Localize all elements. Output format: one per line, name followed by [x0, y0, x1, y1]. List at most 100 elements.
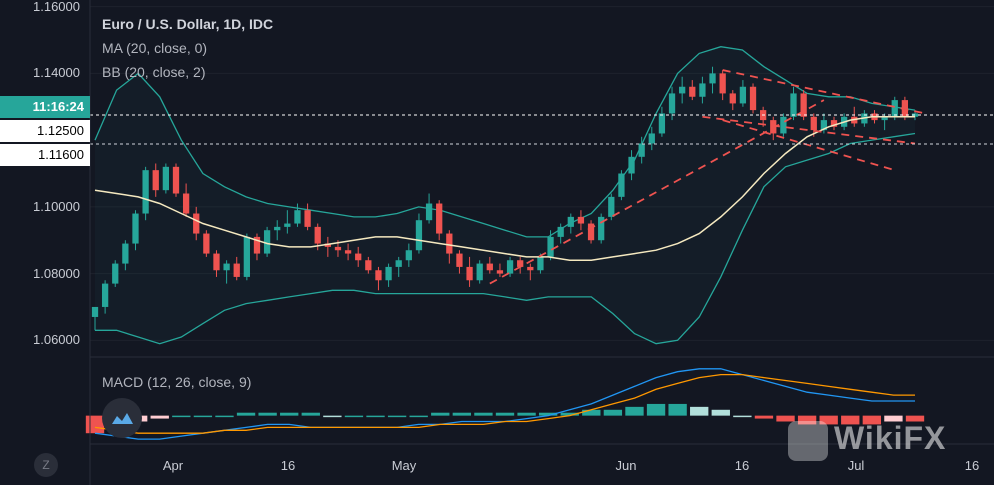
macd-histogram-bar [323, 415, 342, 418]
candle-body [881, 116, 888, 121]
macd-histogram-bar [409, 415, 428, 418]
candle-body [142, 170, 149, 214]
moving-average-line [94, 116, 915, 261]
time-tick-label: 16 [964, 458, 980, 473]
price-tick-label: 1.16000 [33, 0, 80, 14]
candle-body [355, 253, 362, 261]
time-tick-label: Jun [615, 458, 637, 473]
candle-body [729, 93, 736, 104]
candle-body [739, 86, 747, 104]
candle-body [709, 73, 716, 84]
candle-body [587, 223, 595, 241]
macd-histogram-bar [582, 409, 601, 416]
trendline [702, 115, 916, 145]
candle-body [891, 100, 898, 117]
symbol-title[interactable]: Euro / U.S. Dollar, 1D, IDC [102, 16, 274, 32]
macd-histogram-bar [884, 415, 903, 422]
macd-histogram-bar [690, 406, 709, 416]
trendline [722, 119, 896, 172]
price-tick-label: 1.06000 [33, 332, 80, 348]
candle-body [638, 143, 645, 157]
trendlines[interactable] [489, 69, 926, 285]
candle-body [618, 173, 625, 197]
candle-body [537, 256, 544, 271]
macd-histogram-bar [387, 415, 407, 418]
candle-body [770, 120, 777, 134]
macd-histogram-bar [646, 403, 666, 416]
candle-body [456, 253, 463, 267]
bb-fill [95, 46, 915, 344]
candle-body [122, 243, 129, 264]
candle-body [476, 263, 483, 281]
macd-histogram-bar [280, 412, 299, 416]
trendline [722, 69, 926, 115]
candle-body [324, 243, 331, 247]
macd-histogram-bar [733, 415, 752, 418]
signal-line [94, 373, 915, 434]
candle-body [395, 260, 402, 267]
grid [90, 6, 994, 341]
candle-body [365, 260, 372, 271]
candle-body [314, 226, 321, 244]
wikifx-watermark: WikiFX [788, 420, 946, 461]
candle-body [598, 216, 605, 241]
cloud-icon [112, 413, 133, 424]
candle-body [790, 93, 797, 117]
candle-body [567, 216, 574, 227]
price-tick-label: 1.14000 [33, 65, 80, 81]
macd-histogram-bar [172, 415, 191, 418]
candle-body [243, 236, 250, 277]
candle-body [577, 216, 585, 224]
macd-histogram-bar [474, 412, 493, 416]
bb-lower-line [95, 132, 916, 345]
candle-body [496, 270, 504, 274]
candle-body [719, 73, 726, 94]
candle-body [699, 83, 706, 97]
candle-body [182, 193, 190, 214]
candle-body [223, 263, 230, 271]
macd-histogram-bar [452, 412, 472, 416]
candle-body [344, 250, 352, 254]
horizontal-levels[interactable] [90, 114, 994, 145]
candle-body [415, 220, 423, 251]
macd-histogram-bar [905, 415, 925, 422]
candle-body [263, 230, 271, 254]
candle-body [658, 113, 666, 134]
wikifx-text: WikiFX [834, 420, 947, 456]
candle-body [679, 86, 686, 94]
macd-histogram-bar [301, 412, 320, 416]
macd-histogram-bar [754, 415, 774, 419]
macd-histogram-bar [560, 412, 579, 416]
macd-legend[interactable]: MACD (12, 26, close, 9) [102, 374, 252, 390]
candle-body [628, 156, 635, 174]
macd-histogram-bar [236, 412, 256, 416]
bb-legend[interactable]: BB (20, close, 2) [102, 64, 206, 80]
hide-indicators-button[interactable] [102, 398, 142, 438]
candle-body [800, 93, 807, 117]
time-tick-label: 16 [734, 458, 750, 473]
candle-body [425, 203, 433, 221]
candle-body [608, 196, 615, 217]
candle-body [749, 86, 757, 111]
macd-histogram-bar [625, 406, 644, 416]
candle-body [436, 203, 443, 234]
macd-histogram-bar [366, 415, 385, 418]
candle-body [375, 270, 382, 281]
candle-body [112, 263, 119, 284]
candle-body [517, 260, 524, 267]
bb-upper-line [94, 46, 916, 238]
candle-body [213, 253, 220, 271]
candle-body [253, 236, 261, 254]
candle-body [284, 223, 291, 227]
candle-body [557, 226, 564, 237]
ma-legend[interactable]: MA (20, close, 0) [102, 40, 208, 56]
macd-histogram-bar [776, 415, 795, 422]
macd-histogram-bar [215, 415, 234, 418]
candle-body [405, 250, 412, 261]
macd-histogram-bar [258, 412, 277, 416]
zoom-reset-button[interactable]: Z [34, 453, 58, 477]
candle-body [304, 210, 311, 227]
level-tag-upper: 1.12500 [0, 120, 90, 142]
macd-histogram-bar [668, 403, 687, 416]
